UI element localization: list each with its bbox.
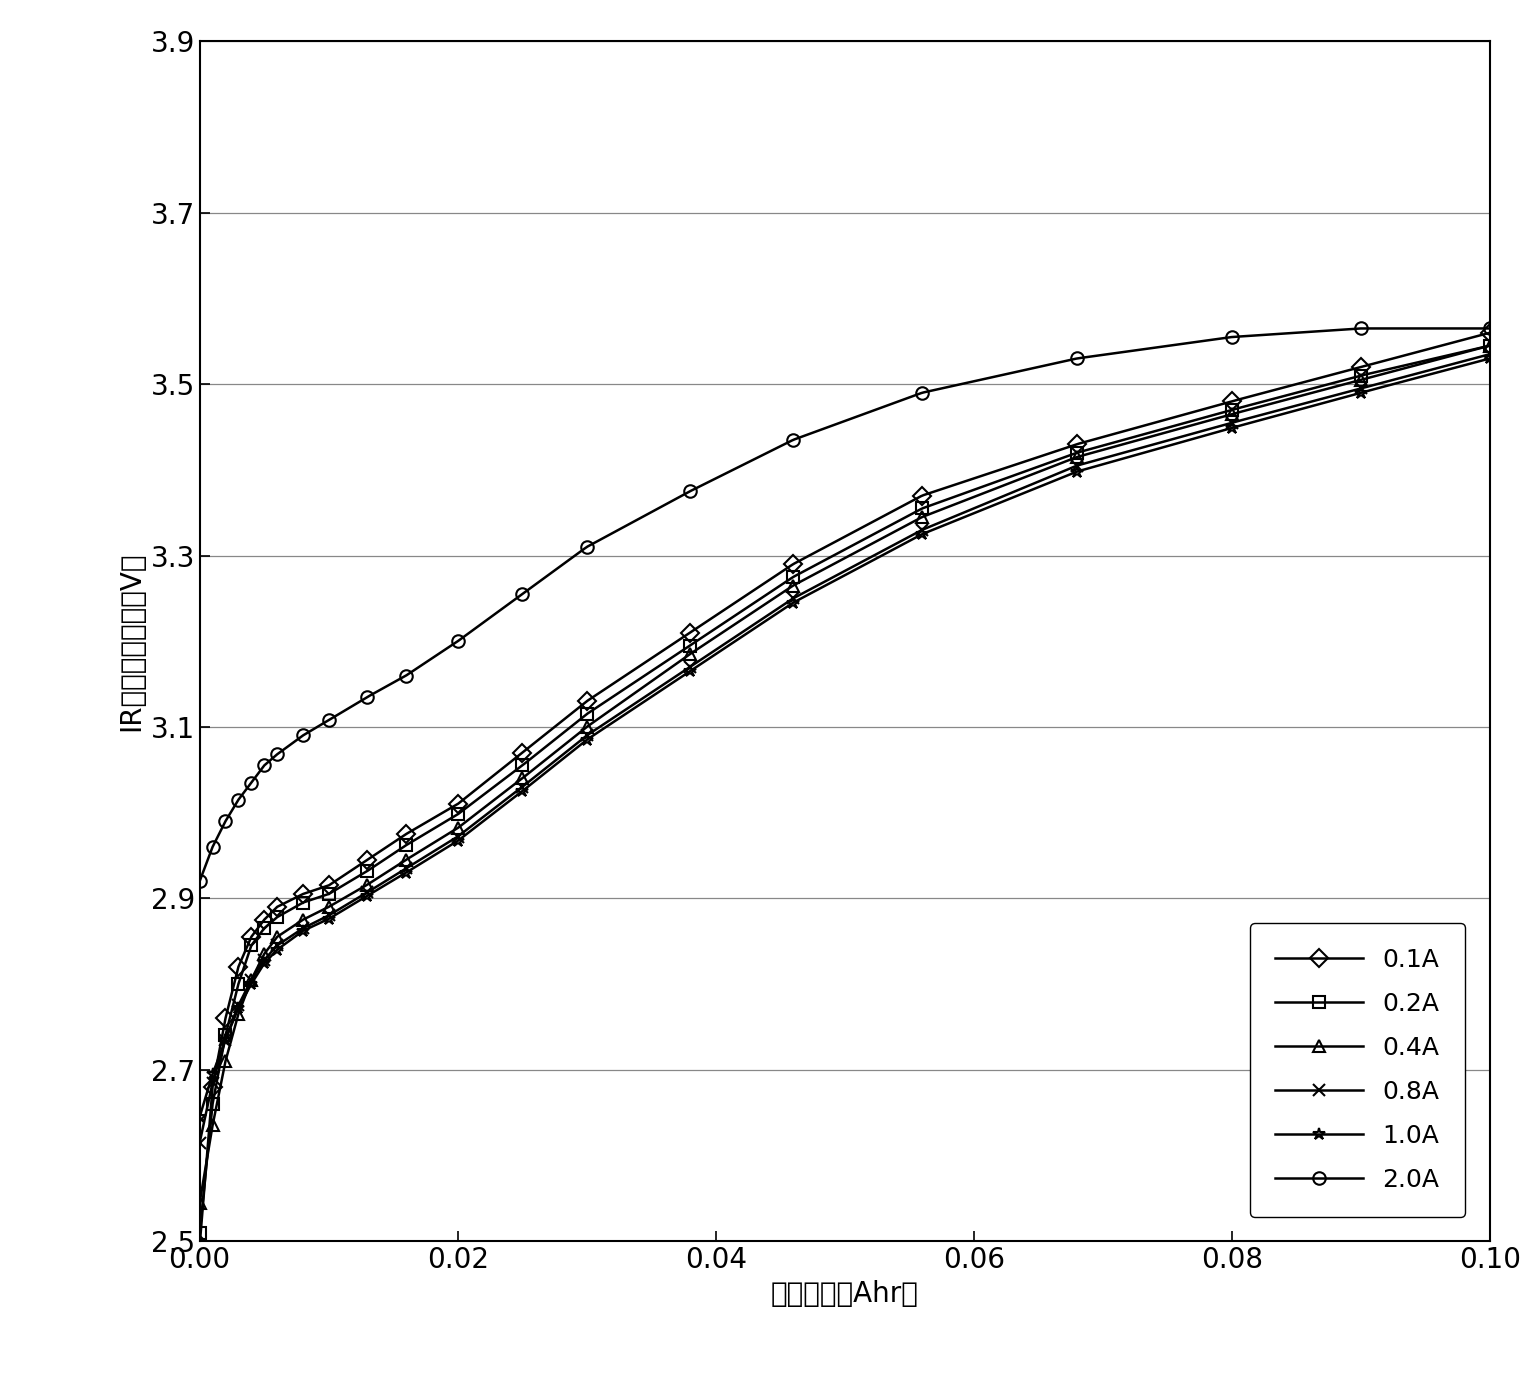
Legend: 0.1A, 0.2A, 0.4A, 0.8A, 1.0A, 2.0A: 0.1A, 0.2A, 0.4A, 0.8A, 1.0A, 2.0A bbox=[1250, 923, 1464, 1216]
Y-axis label: IR校正后的电压（V）: IR校正后的电压（V） bbox=[117, 552, 144, 731]
X-axis label: 剩余容量（Ahr）: 剩余容量（Ahr） bbox=[771, 1280, 919, 1307]
